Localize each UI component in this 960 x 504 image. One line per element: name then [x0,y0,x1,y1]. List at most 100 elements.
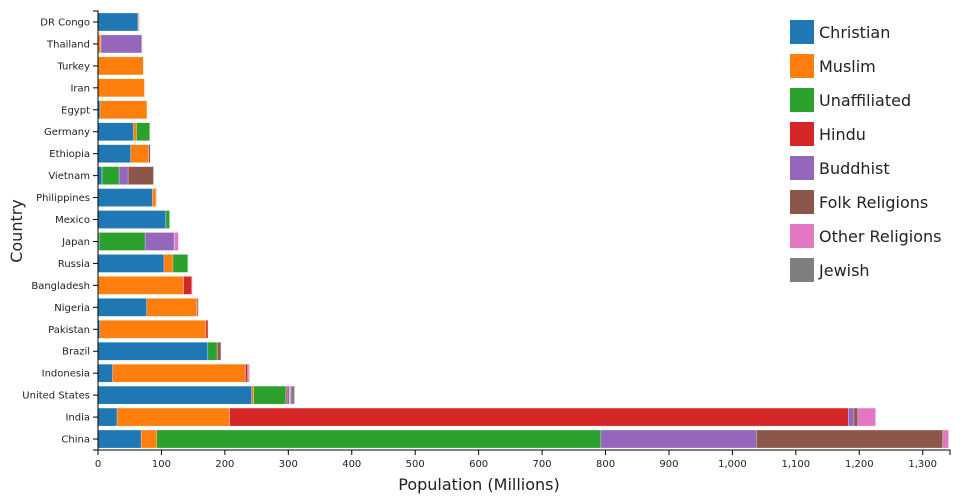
y-tick-label: Brazil [62,347,90,358]
x-axis-line [98,450,950,455]
x-tick-label: 100 [152,459,171,470]
bar-segment-christian [98,145,131,163]
bar-segment-unaffiliated [166,211,170,229]
bar-segment-other-religions [174,232,178,250]
bar-segment-buddhist [848,408,854,426]
bar-segment-muslim [141,430,157,448]
bar-segment-folk-religions [756,430,943,448]
bar-segment-unaffiliated [137,123,150,141]
x-tick-label: 800 [596,459,615,470]
y-tick-label: Pakistan [48,325,90,336]
y-tick-label: Russia [58,259,90,270]
legend-label: Muslim [819,57,876,76]
y-tick-label: Indonesia [42,369,90,380]
x-tick-label: 300 [279,459,298,470]
bar-segment-buddhist [145,232,174,250]
bar-segment-muslim [252,386,254,404]
y-tick-label: Philippines [36,193,90,204]
x-tick-label: 0 [95,459,101,470]
x-tick-label: 400 [342,459,361,470]
bar-segment-muslim [131,145,149,163]
legend-swatch [790,156,814,180]
legend: ChristianMuslimUnaffiliatedHinduBuddhist… [790,20,942,282]
bar-segment-muslim [98,79,144,97]
bar-segment-folk-religions [854,408,858,426]
bar-segment-other-religions [156,189,157,207]
bar-segment-hindu [230,408,849,426]
bar-segment-christian [98,211,166,229]
bar-segment-buddhist [601,430,756,448]
bar-segment-buddhist [101,35,142,53]
bar-segment-hindu [184,276,192,294]
y-tick-label: Iran [70,83,90,94]
bar-segment-other-religions [249,364,250,382]
bar-segment-other-religions [943,430,949,448]
bar-segment-hindu [245,364,247,382]
bar-segment-christian [98,167,102,185]
y-tick-label: China [61,435,90,446]
legend-label: Buddhist [819,159,890,178]
bar-segment-folk-religions [128,167,153,185]
x-tick-label: 700 [533,459,552,470]
y-tick-label: Turkey [56,61,90,72]
bar-segment-muslim [134,123,137,141]
y-tick-label: DR Congo [40,17,90,28]
bar-segment-muslim [98,276,183,294]
bar-segment-muslim [164,254,173,272]
bar-segment-muslim [100,101,147,119]
x-tick-label: 1,100 [782,459,811,470]
x-tick-label: 500 [406,459,425,470]
bar-segment-unaffiliated [102,167,119,185]
bar-segment-christian [98,342,208,360]
legend-label: Christian [819,23,890,42]
bar-segment-unaffiliated [208,342,217,360]
bar-segment-muslim [117,408,230,426]
bar-segment-christian [98,408,117,426]
bar-segment-christian [98,189,152,207]
legend-swatch [790,190,814,214]
bar-segment-christian [98,386,252,404]
bar-segment-muslim [98,57,143,75]
y-tick-label: Nigeria [54,303,90,314]
bar-segment-christian [98,298,147,316]
y-tick-label: Bangladesh [31,281,90,292]
x-tick-label: 600 [469,459,488,470]
bar-segment-muslim [98,35,100,53]
bar-segment-muslim [147,298,197,316]
bar-segment-christian [98,254,164,272]
x-axis-label: Population (Millions) [398,475,559,494]
legend-swatch [790,88,814,112]
bar-segment-unaffiliated [173,254,188,272]
y-axis-line [93,11,98,450]
bar-segment-christian [98,430,141,448]
bar-segment-unaffiliated [157,430,601,448]
legend-swatch [790,258,814,282]
bar-segment-buddhist [287,386,289,404]
bar-segment-unaffiliated [254,386,286,404]
y-tick-label: United States [22,391,90,402]
bar-segment-hindu [206,320,208,338]
y-tick-label: India [65,413,90,424]
y-tick-label: Ethiopia [49,149,90,160]
bar-segment-unaffiliated [99,232,145,250]
y-tick-label: Vietnam [48,171,90,182]
x-tick-label: 200 [215,459,234,470]
bar-segment-christian [98,123,134,141]
legend-swatch [790,20,814,44]
bar-segment-muslim [100,320,206,338]
legend-label: Other Religions [819,227,942,246]
y-axis: DR CongoThailandTurkeyIranEgyptGermanyEt… [22,11,98,450]
y-tick-label: Japan [61,237,90,248]
bar-segment-other-religions [858,408,876,426]
y-tick-label: Egypt [61,105,90,116]
bar-segment-buddhist [119,167,128,185]
bar-segment-jewish [291,386,295,404]
legend-label: Folk Religions [819,193,928,212]
legend-label: Hindu [819,125,866,144]
bar-segment-folk-religions [217,342,221,360]
x-tick-label: 1,000 [718,459,747,470]
x-tick-label: 900 [659,459,678,470]
y-tick-label: Thailand [46,39,90,50]
